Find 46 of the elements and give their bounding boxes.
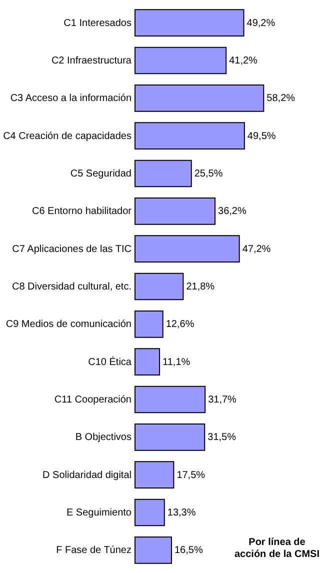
bar — [134, 122, 245, 150]
data-label: 49,2% — [246, 18, 276, 29]
data-label: 58,2% — [266, 93, 296, 104]
annotation: Por línea de acción de la CMSI — [234, 537, 320, 560]
y-tick-label: B Objectivos — [75, 432, 132, 444]
data-label: 25,5% — [194, 168, 223, 180]
bar — [134, 272, 184, 300]
data-label: 21,8% — [186, 282, 215, 292]
y-tick-label: C7 Aplicaciones de las TIC — [12, 244, 132, 255]
data-label: 17,5% — [176, 470, 206, 481]
bar — [134, 9, 244, 37]
data-label: 12,6% — [166, 319, 194, 330]
y-tick-label: D Solidaridad digital — [42, 470, 132, 481]
data-label: 41,2% — [229, 56, 258, 66]
y-tick-label: C2 Infraestructura — [51, 56, 132, 66]
y-tick-label: E Seguimiento — [66, 508, 132, 518]
y-tick-label: C8 Diversidad cultural, etc. — [12, 282, 132, 292]
bar — [134, 498, 165, 526]
y-tick-label: F Fase de Túnez — [56, 545, 132, 556]
bar — [134, 160, 192, 188]
data-label: 31,7% — [208, 394, 237, 406]
y-tick-label: C5 Seguridad — [70, 168, 132, 180]
y-tick-label: C10 Ética — [88, 356, 132, 368]
bar — [134, 197, 216, 225]
y-tick-label: C11 Cooperación — [54, 394, 132, 406]
data-label: 47,2% — [242, 244, 271, 255]
bar — [134, 423, 206, 451]
data-label: 31,5% — [208, 432, 236, 444]
bar — [134, 46, 227, 74]
y-tick-label: C4 Creación de capacidades — [3, 130, 132, 142]
bar — [134, 386, 206, 414]
y-tick-label: C9 Medios de comunicación — [6, 319, 132, 330]
data-label: 36,2% — [218, 206, 246, 218]
bar — [134, 310, 164, 338]
bar — [134, 348, 160, 376]
data-label: 13,3% — [167, 508, 196, 518]
y-tick-label: C3 Acceso a la información — [10, 93, 132, 104]
data-label: 11,1% — [162, 356, 190, 368]
bar — [134, 536, 172, 564]
bar — [134, 461, 174, 489]
y-tick-label: C1 Interesados — [64, 18, 132, 29]
data-label: 49,5% — [247, 130, 276, 142]
y-tick-label: C6 Entorno habilitador — [32, 206, 132, 218]
bar — [134, 84, 264, 112]
data-label: 16,5% — [174, 545, 203, 556]
bar — [134, 235, 240, 263]
